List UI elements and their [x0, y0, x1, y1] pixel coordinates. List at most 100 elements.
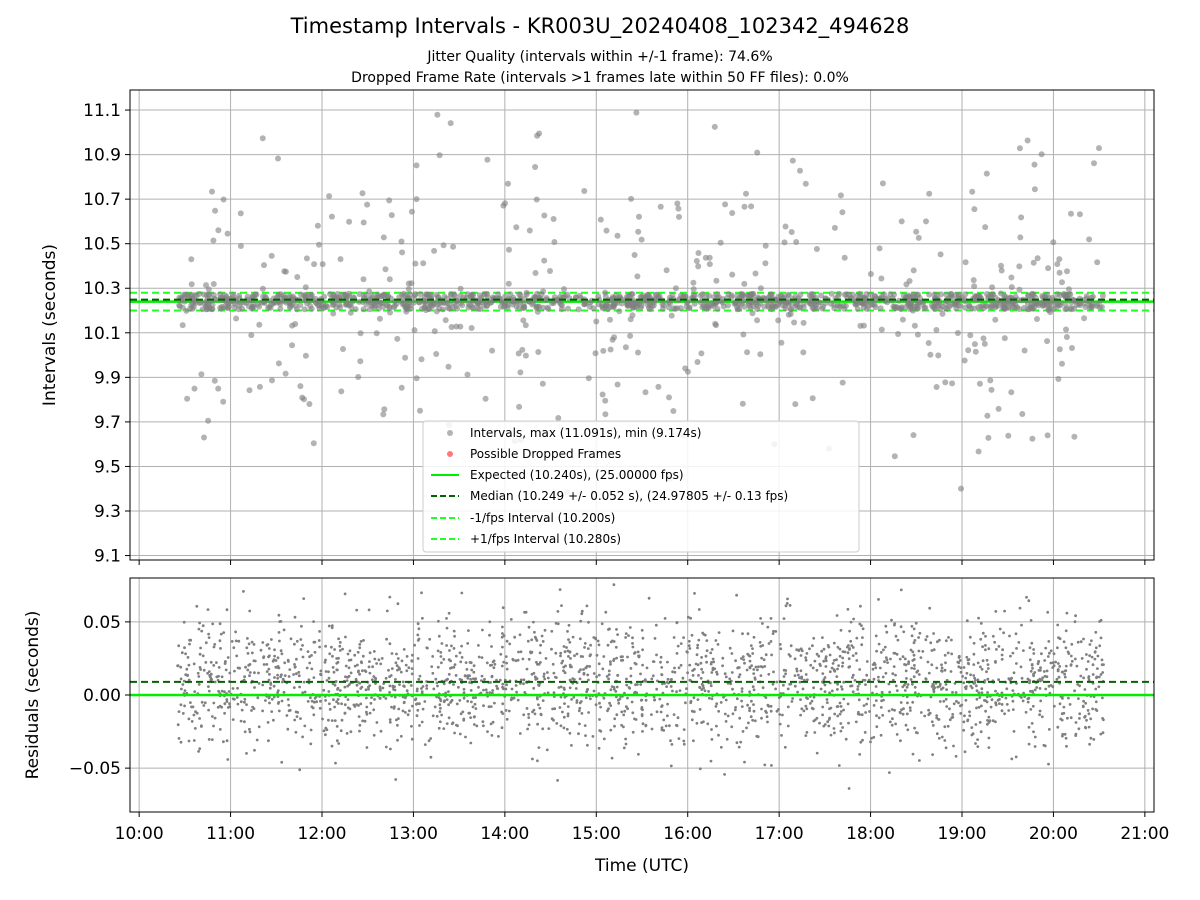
residual-point	[666, 702, 669, 706]
residual-point	[1022, 649, 1025, 652]
interval-point	[1056, 346, 1063, 353]
residual-point	[966, 718, 970, 722]
residual-point	[425, 687, 429, 690]
residual-point	[223, 690, 226, 694]
residual-point	[796, 690, 799, 694]
residual-point	[1032, 674, 1035, 678]
interval-point	[988, 304, 994, 311]
interval-point	[958, 485, 964, 492]
residual-point	[997, 678, 1000, 682]
residual-point	[931, 682, 935, 686]
residual-point	[579, 619, 583, 623]
residual-point	[497, 735, 500, 738]
residual-point	[248, 674, 251, 678]
interval-point	[399, 249, 406, 256]
residual-point	[660, 666, 664, 669]
residual-point	[985, 658, 989, 662]
residual-point	[536, 697, 539, 701]
residual-point	[252, 707, 256, 711]
residual-point	[384, 745, 388, 749]
residual-point	[819, 664, 822, 667]
residual-point	[605, 675, 609, 678]
residual-point	[179, 677, 183, 681]
interval-point	[769, 304, 776, 311]
interval-point	[220, 398, 227, 405]
interval-point	[440, 242, 447, 249]
residual-point	[1017, 641, 1021, 644]
interval-point	[544, 296, 551, 303]
residual-point	[926, 660, 930, 664]
interval-point	[1034, 316, 1040, 322]
interval-point	[627, 332, 634, 339]
residual-point	[1063, 675, 1067, 679]
residual-point	[1061, 697, 1064, 700]
residual-point	[327, 624, 331, 628]
interval-point	[307, 291, 314, 298]
residual-point	[943, 739, 947, 742]
residual-point	[439, 706, 442, 710]
interval-point	[256, 321, 263, 328]
interval-point	[931, 291, 938, 298]
interval-point	[505, 280, 512, 287]
residual-point	[711, 657, 715, 661]
residual-point	[411, 653, 414, 657]
residual-point	[218, 728, 222, 731]
residual-point	[878, 666, 882, 670]
residual-point	[279, 649, 283, 653]
residual-point	[940, 666, 944, 670]
interval-point	[289, 342, 296, 349]
interval-point	[188, 302, 195, 309]
residual-point	[1028, 658, 1032, 662]
residual-point	[541, 699, 545, 702]
residual-point	[396, 723, 399, 727]
residual-point	[208, 674, 212, 678]
residual-point	[863, 731, 867, 734]
residual-point	[1039, 699, 1043, 703]
residual-point	[944, 746, 948, 750]
residual-point	[583, 642, 587, 645]
residual-point	[624, 737, 627, 741]
residual-point	[227, 690, 231, 693]
residual-point	[246, 637, 249, 640]
residual-point	[659, 655, 663, 659]
residual-point	[1033, 688, 1037, 692]
residual-point	[378, 685, 382, 689]
residual-point	[615, 713, 619, 717]
residual-point	[453, 731, 456, 735]
residual-point	[374, 677, 378, 681]
residual-point	[565, 727, 569, 731]
residual-point	[820, 649, 824, 653]
interval-point	[970, 277, 977, 284]
residual-point	[636, 650, 640, 654]
residual-point	[998, 698, 1001, 701]
residual-point	[625, 683, 629, 687]
residual-point	[651, 674, 655, 678]
residual-point	[877, 598, 880, 601]
residual-point	[805, 731, 809, 734]
interval-point	[634, 273, 641, 280]
residual-point	[1085, 718, 1088, 722]
residual-point	[1063, 672, 1066, 676]
residual-point	[739, 740, 743, 744]
residual-point	[882, 648, 885, 652]
residual-point	[568, 731, 572, 735]
residual-point	[851, 676, 854, 679]
interval-point	[806, 292, 813, 299]
residual-point	[558, 706, 562, 709]
residual-point	[609, 728, 613, 732]
interval-point	[744, 349, 751, 356]
residual-point	[1079, 640, 1083, 644]
residual-point	[758, 641, 762, 644]
residual-point	[861, 738, 864, 742]
residual-point	[375, 721, 379, 724]
residual-point	[675, 621, 679, 625]
residual-point	[230, 640, 234, 643]
interval-point	[1098, 304, 1105, 310]
residual-point	[1087, 725, 1091, 729]
residual-point	[462, 691, 466, 694]
residual-point	[857, 698, 861, 702]
residual-point	[984, 634, 987, 638]
residual-point	[429, 755, 433, 759]
residual-point	[567, 623, 571, 627]
residual-point	[262, 655, 266, 658]
